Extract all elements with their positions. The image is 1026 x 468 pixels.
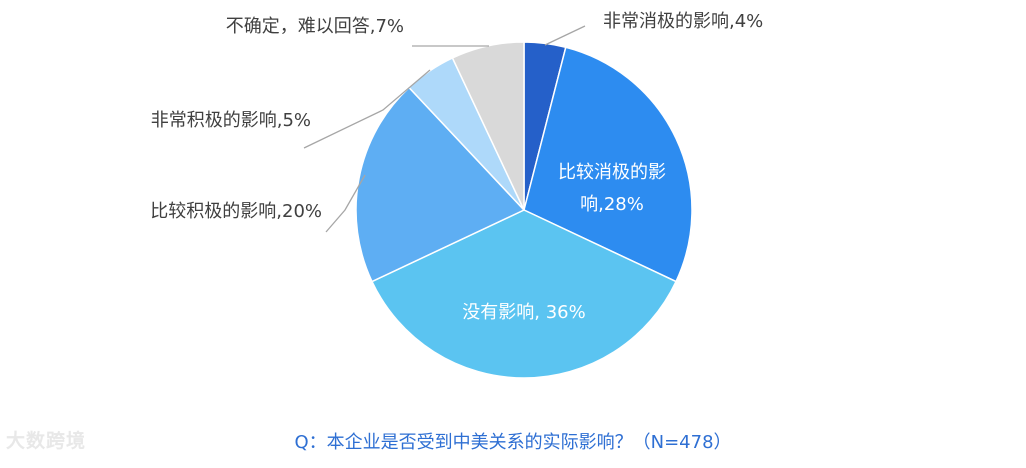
pie-slice — [355, 86, 526, 283]
pie-slices — [355, 41, 693, 379]
leader-line — [544, 25, 586, 46]
leader-lines — [303, 25, 586, 233]
leader-line — [303, 69, 431, 149]
slice-label: 非常消极的影响,4% — [603, 11, 763, 32]
slice-label: 没有影响, 36% — [462, 302, 585, 323]
slice-label: 响,28% — [580, 194, 644, 215]
slice-label: 比较积极的影响,20% — [150, 201, 322, 222]
slice-label: 非常积极的影响,5% — [151, 110, 311, 131]
slice-label: 不确定，难以回答,7% — [226, 16, 404, 37]
pie-slice — [370, 209, 678, 379]
slice-label: 比较消极的影 — [558, 162, 666, 183]
watermark-logo: 大数跨境 — [6, 430, 87, 452]
chart-question-caption: Q：本企业是否受到中美关系的实际影响？（N=478） — [294, 432, 732, 453]
leader-line — [325, 174, 366, 233]
pie-slice — [523, 46, 693, 283]
